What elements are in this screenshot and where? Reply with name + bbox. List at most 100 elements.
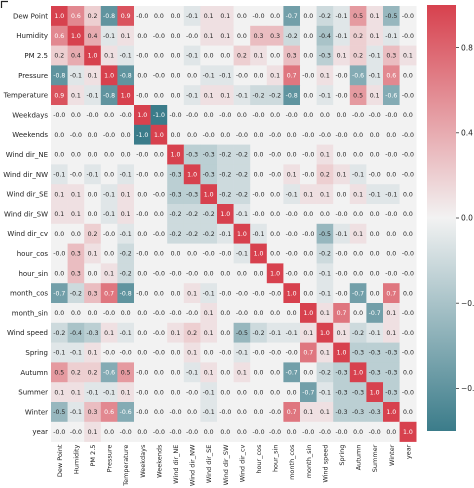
cell-value-label: -0.1	[70, 409, 82, 416]
cell-value-label: 0.1	[104, 271, 114, 278]
cell-value-label: -0.0	[385, 152, 397, 159]
heatmap-cell	[399, 283, 417, 304]
heatmap-cell	[217, 25, 234, 46]
cell-value-label: 0.0	[303, 290, 313, 297]
cell-value-label: 0.0	[370, 132, 380, 139]
heatmap-cell	[266, 204, 284, 225]
cell-value-label: -0.0	[352, 112, 364, 119]
cell-value-label: 0.0	[370, 271, 380, 278]
heatmap-cell	[117, 342, 135, 363]
heatmap-cell	[217, 322, 234, 343]
heatmap-cell	[283, 6, 301, 27]
cell-value-label: 1.0	[187, 172, 197, 179]
column-label-pressure: Pressure	[106, 445, 114, 473]
cell-value-label: 0.0	[154, 370, 164, 377]
cell-value-label: -0.3	[203, 152, 215, 159]
cell-value-label: 0.0	[154, 92, 164, 99]
cell-value-label: -0.1	[319, 389, 331, 396]
heatmap-cell	[100, 382, 118, 403]
heatmap-cell	[233, 184, 251, 205]
heatmap-cell	[399, 45, 417, 66]
row-label-hour-sin: hour_sin	[18, 270, 48, 278]
heatmap-cell	[383, 402, 400, 423]
cell-value-label: -0.0	[169, 271, 181, 278]
cell-value-label: -0.3	[203, 172, 215, 179]
cell-value-label: 0.0	[403, 112, 413, 119]
heatmap-cell	[150, 65, 168, 86]
heatmap-cell	[399, 303, 417, 324]
heatmap-cell	[117, 263, 135, 284]
heatmap-cell	[150, 6, 168, 27]
cell-value-label: -0.2	[203, 211, 215, 218]
heatmap-cell	[266, 223, 284, 244]
heatmap-cell	[134, 223, 151, 244]
cell-value-label: 0.0	[303, 271, 313, 278]
heatmap-cell	[250, 322, 268, 343]
cell-value-label: 0.0	[137, 191, 147, 198]
column-label-hour-sin: hour_sin	[272, 445, 280, 472]
cell-value-label: -0.3	[335, 389, 347, 396]
cell-value-label: 0.0	[88, 310, 98, 317]
cell-value-label: -0.1	[103, 389, 115, 396]
cell-value-label: 0.0	[270, 191, 280, 198]
heatmap-cell	[183, 144, 201, 165]
heatmap-cell	[167, 25, 185, 46]
cell-value-label: 0.0	[220, 271, 230, 278]
heatmap-cell	[233, 263, 251, 284]
heatmap-cell	[316, 164, 334, 185]
cell-value-label: -0.1	[86, 389, 98, 396]
row-label-autumn: Autumn	[20, 369, 48, 377]
heatmap-cell	[283, 362, 301, 383]
heatmap-cell	[383, 263, 400, 284]
cell-value-label: -0.0	[153, 350, 165, 357]
cell-value-label: -0.2	[169, 231, 181, 238]
cell-value-label: -0.0	[103, 310, 115, 317]
cell-value-label: 0.0	[171, 132, 181, 139]
cell-value-label: -0.3	[352, 389, 364, 396]
heatmap-cell	[51, 283, 68, 304]
heatmap-cell	[183, 283, 201, 304]
heatmap-cell	[167, 223, 185, 244]
cell-value-label: 0.1	[204, 92, 214, 99]
heatmap-cell	[283, 124, 301, 145]
heatmap-cell	[399, 362, 417, 383]
cell-value-label: -0.0	[169, 429, 181, 436]
heatmap-cell	[167, 164, 185, 185]
cell-value-label: -0.1	[203, 290, 215, 297]
heatmap-cell	[300, 223, 317, 244]
heatmap-cell	[167, 322, 185, 343]
column-label-month-sin: month_sin	[305, 445, 313, 479]
cell-value-label: 0.1	[171, 330, 181, 337]
cell-value-label: 0.0	[370, 152, 380, 159]
cell-value-label: 0.7	[386, 290, 396, 297]
heatmap-cell	[233, 45, 251, 66]
heatmap-cell	[183, 263, 201, 284]
heatmap-cell	[349, 263, 367, 284]
cell-value-label: -0.0	[302, 172, 314, 179]
heatmap-cell	[183, 85, 201, 106]
heatmap-cell	[399, 402, 417, 423]
cell-value-label: 1.0	[403, 429, 413, 436]
heatmap-cell	[51, 322, 68, 343]
heatmap-cell	[383, 85, 400, 106]
cell-value-label: -0.1	[203, 389, 215, 396]
heatmap-cell	[183, 342, 201, 363]
cell-value-label: 0.1	[270, 73, 280, 80]
cell-value-label: -0.0	[252, 191, 264, 198]
heatmap-cell	[200, 204, 218, 225]
cell-value-label: 0.1	[54, 389, 64, 396]
heatmap-cell	[117, 164, 135, 185]
heatmap-cell	[100, 421, 118, 442]
cell-value-label: -0.2	[352, 330, 364, 337]
heatmap-cell	[366, 124, 384, 145]
cell-value-label: 0.0	[154, 53, 164, 60]
heatmap-cell	[117, 45, 135, 66]
cell-value-label: 0.0	[171, 290, 181, 297]
colorbar-tick-label: −0.8	[461, 384, 474, 393]
cell-value-label: 1.0	[254, 251, 264, 258]
cell-value-label: -0.1	[203, 409, 215, 416]
cell-value-label: 0.1	[204, 310, 214, 317]
heatmap-cell	[117, 382, 135, 403]
heatmap-cell	[217, 204, 234, 225]
heatmap-cell	[150, 263, 168, 284]
